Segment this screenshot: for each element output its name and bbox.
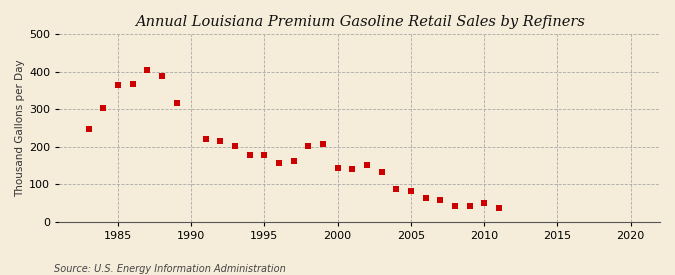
Point [421,196,431,200]
Y-axis label: Thousand Gallons per Day: Thousand Gallons per Day [15,59,25,197]
Point [376,170,387,174]
Point [318,142,329,146]
Point [215,139,226,143]
Point [142,68,153,72]
Point [171,100,182,105]
Point [244,153,255,157]
Point [406,189,416,194]
Point [347,166,358,171]
Point [200,137,211,141]
Point [157,73,167,78]
Title: Annual Louisiana Premium Gasoline Retail Sales by Refiners: Annual Louisiana Premium Gasoline Retail… [135,15,585,29]
Point [230,144,240,148]
Point [479,200,489,205]
Point [464,204,475,208]
Point [83,126,94,131]
Text: Source: U.S. Energy Information Administration: Source: U.S. Energy Information Administ… [54,264,286,274]
Point [391,186,402,191]
Point [303,144,314,148]
Point [435,198,446,203]
Point [113,83,124,87]
Point [98,106,109,110]
Point [259,153,270,157]
Point [493,206,504,210]
Point [288,158,299,163]
Point [127,82,138,86]
Point [332,166,343,170]
Point [273,161,284,165]
Point [450,204,460,208]
Point [362,163,373,167]
